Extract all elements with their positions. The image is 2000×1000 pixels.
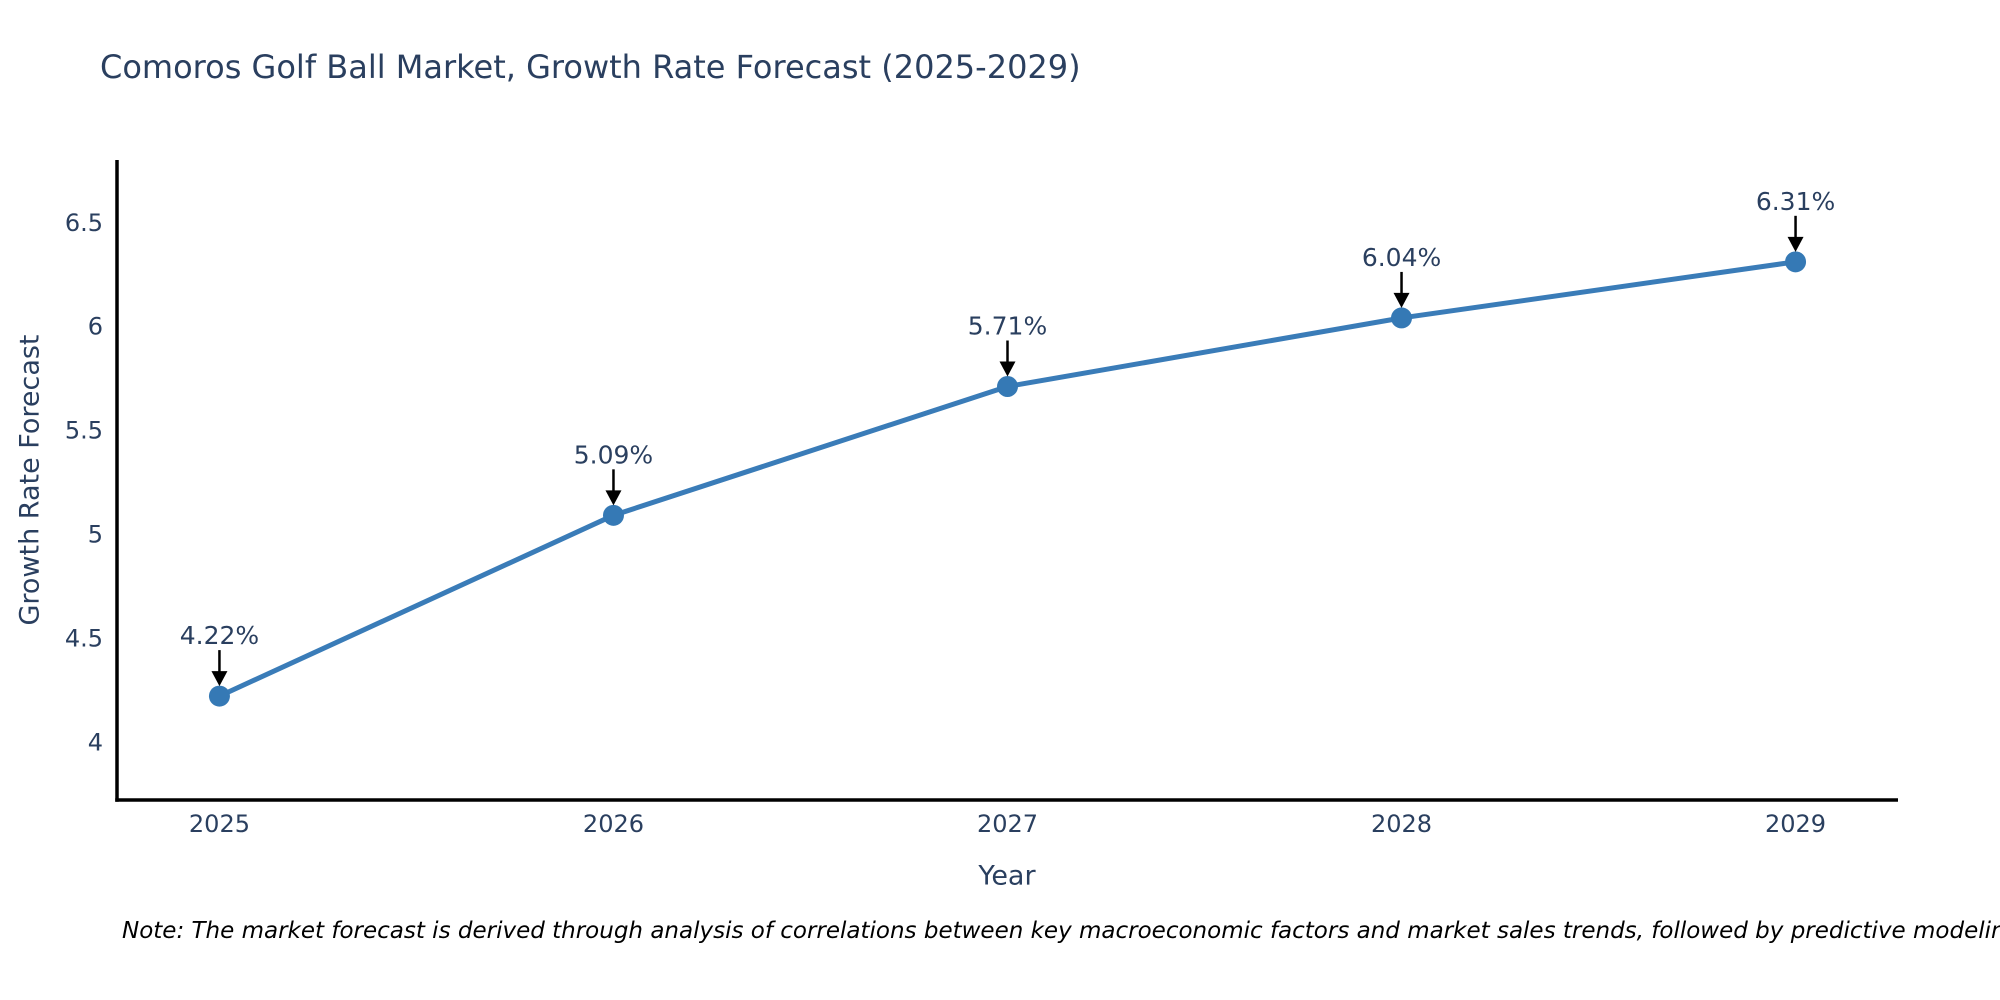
data-point-label: 5.09% [574, 440, 653, 469]
x-tick-label: 2026 [583, 810, 644, 838]
data-point-label: 4.22% [180, 621, 259, 650]
annotation-arrow-head [211, 671, 228, 687]
data-point-label: 5.71% [968, 311, 1047, 340]
y-tick-label: 6.5 [65, 209, 103, 237]
annotation-arrow-head [1393, 292, 1410, 308]
chart-title: Comoros Golf Ball Market, Growth Rate Fo… [100, 48, 1081, 86]
data-point-marker[interactable] [1785, 251, 1807, 273]
y-tick-label: 4 [88, 728, 103, 756]
x-tick-label: 2028 [1371, 810, 1432, 838]
annotation-arrow-head [605, 490, 622, 506]
y-tick-label: 4.5 [65, 624, 103, 652]
data-point-marker[interactable] [1391, 307, 1413, 329]
y-tick-label: 6 [88, 313, 103, 341]
x-tick-label: 2025 [189, 810, 250, 838]
x-tick-label: 2029 [1765, 810, 1826, 838]
x-axis-title: Year [978, 860, 1036, 892]
y-tick-label: 5 [88, 521, 103, 549]
footnote: Note: The market forecast is derived thr… [122, 918, 2000, 944]
annotation-arrow-head [999, 361, 1016, 377]
x-tick-label: 2027 [977, 810, 1038, 838]
y-tick-label: 5.5 [65, 417, 103, 445]
annotation-arrow-head [1787, 236, 1804, 252]
data-point-marker[interactable] [997, 375, 1018, 397]
data-point-marker[interactable] [602, 504, 624, 526]
data-point-label: 6.31% [1756, 187, 1835, 216]
data-point-marker[interactable] [208, 685, 230, 707]
data-point-label: 6.04% [1362, 243, 1441, 272]
